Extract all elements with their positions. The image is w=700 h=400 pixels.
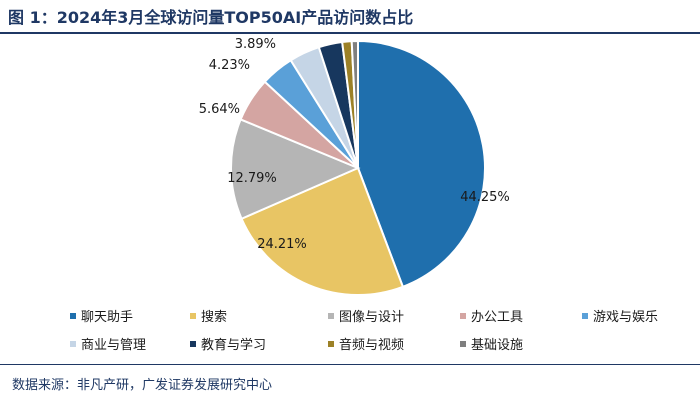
slice-label: 24.21% <box>257 237 307 252</box>
legend-label: 音频与视频 <box>339 338 405 353</box>
legend-label: 教育与学习 <box>201 338 267 353</box>
legend-label: 聊天助手 <box>81 310 134 325</box>
legend-label: 办公工具 <box>471 310 524 325</box>
slice-label: 44.25% <box>460 190 510 205</box>
legend-label: 搜索 <box>201 310 228 325</box>
pie-slice <box>230 118 361 221</box>
pie-chart: 44.25% 24.21% 12.79% 5.64% 4.23% 3.89% <box>199 37 510 296</box>
source-note: 数据来源：非凡产研，广发证券发展研究中心 <box>12 378 273 393</box>
slice-label: 12.79% <box>227 171 277 186</box>
legend-swatch <box>328 312 334 319</box>
legend-item: 图像与设计 <box>328 306 404 325</box>
title-rule <box>0 32 700 34</box>
legend-item: 搜索 <box>190 306 227 325</box>
legend-label: 基础设施 <box>471 338 524 353</box>
legend-item: 游戏与娱乐 <box>582 306 658 325</box>
slice-label: 5.64% <box>199 102 240 117</box>
pie-slice <box>357 39 486 289</box>
legend-swatch <box>190 312 196 319</box>
legend-item: 办公工具 <box>460 306 523 325</box>
legend-item: 商业与管理 <box>70 334 146 353</box>
pie-slice <box>240 166 405 296</box>
source-rule <box>0 364 700 365</box>
legend-swatch <box>582 312 588 319</box>
pie-slice <box>350 39 359 169</box>
legend-item: 教育与学习 <box>190 334 266 353</box>
legend-swatch <box>460 340 466 347</box>
legend-swatch <box>70 340 76 347</box>
legend-label: 图像与设计 <box>339 310 405 325</box>
legend-item: 聊天助手 <box>70 306 133 325</box>
legend-swatch <box>190 340 196 347</box>
legend-swatch <box>460 312 466 319</box>
slice-label: 3.89% <box>235 37 276 52</box>
legend-item: 音频与视频 <box>328 334 404 353</box>
figure-title: 图 1：2024年3月全球访问量TOP50AI产品访问数占比 <box>8 8 414 27</box>
legend-item: 基础设施 <box>460 334 523 353</box>
legend-label: 商业与管理 <box>81 338 147 353</box>
legend-swatch <box>70 312 76 319</box>
legend-label: 游戏与娱乐 <box>593 310 659 325</box>
slice-label: 4.23% <box>209 58 250 73</box>
legend-swatch <box>328 340 334 347</box>
